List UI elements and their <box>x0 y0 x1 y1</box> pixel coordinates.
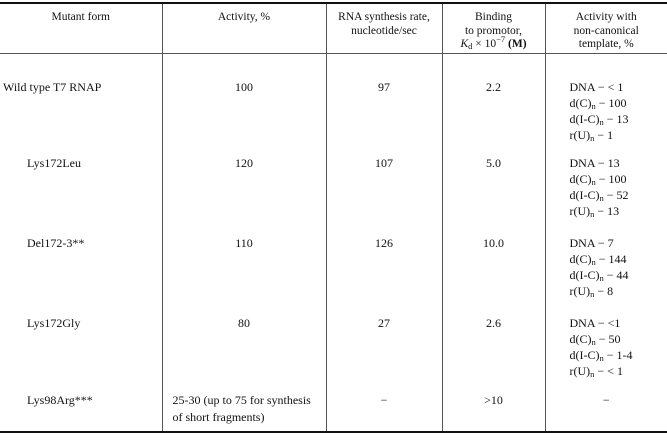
noncanonical-line: d(C)n − 50 <box>569 332 621 347</box>
table-row-lys98arg: Lys98Arg*** 25-30 (up to 75 for synthesi… <box>0 381 667 432</box>
column-header-mutant-form: Mutant form <box>0 3 163 54</box>
mutant-name: Lys98Arg*** <box>0 381 163 432</box>
table-header: Mutant form Activity, % RNA synthesis ra… <box>0 3 667 54</box>
header-line: Binding <box>474 11 513 23</box>
binding-value: 2.2 <box>442 53 546 146</box>
column-header-noncanonical: Activity with non-canonical template, % <box>545 3 667 54</box>
table-body: Wild type T7 RNAP 100 97 2.2 DNA − < 1 d… <box>0 53 667 432</box>
noncanonical-line: d(C)n − 144 <box>569 252 627 267</box>
mutants-table: Mutant form Activity, % RNA synthesis ra… <box>0 2 667 433</box>
kd-times-ten: × 10 <box>472 38 497 50</box>
mutant-name: Wild type T7 RNAP <box>0 53 163 146</box>
kd-symbol: K <box>460 38 469 50</box>
noncanonical-line: DNA − 13 <box>569 156 620 170</box>
noncanonical-line: DNA − <1 <box>569 316 621 330</box>
noncanonical-activity-cell: − <box>545 381 667 432</box>
noncanonical-line: DNA − 7 <box>569 236 614 250</box>
header-line: non-canonical <box>573 24 639 37</box>
noncanonical-line: r(U)n − < 1 <box>569 364 623 379</box>
column-header-rna-rate: RNA synthesis rate, nucleotide/sec <box>326 3 443 54</box>
rna-rate-value: 107 <box>326 146 443 226</box>
noncanonical-line: r(U)n − 1 <box>569 127 614 143</box>
noncanonical-line: d(I-C)n − 44 <box>569 268 629 283</box>
noncanonical-line: d(I-C)n − 52 <box>569 188 629 203</box>
kd-unit: (M) <box>505 38 527 50</box>
column-header-activity: Activity, % <box>162 3 327 54</box>
activity-value: 100 <box>162 53 327 146</box>
column-header-binding: Binding to promotor, Kd × 10−7 (M) <box>442 3 546 54</box>
noncanonical-activity-cell: DNA − < 1 d(C)n − 100 d(I-C)n − 13 r(U)n… <box>545 53 667 146</box>
header-line: Activity with <box>575 11 637 23</box>
binding-value: 10.0 <box>442 226 546 306</box>
rna-rate-value: − <box>326 381 443 432</box>
binding-value: 2.6 <box>442 306 546 381</box>
rna-rate-value: 97 <box>326 53 443 146</box>
table-row-wild-type: Wild type T7 RNAP 100 97 2.2 DNA − < 1 d… <box>0 53 667 146</box>
kd-exponent: −7 <box>496 34 506 44</box>
table-row-del172-3: Del172-3** 110 126 10.0 DNA − 7 d(C)n − … <box>0 226 667 306</box>
noncanonical-line: d(C)n − 100 <box>569 95 627 111</box>
header-line-kd-formula: Kd × 10−7 (M) <box>445 35 543 52</box>
header-line: to promotor, <box>464 24 523 37</box>
binding-value: >10 <box>442 381 546 432</box>
header-line: nucleotide/sec <box>351 24 417 37</box>
noncanonical-line: DNA − < 1 <box>569 79 624 94</box>
noncanonical-activity-cell: DNA − 7 d(C)n − 144 d(I-C)n − 44 r(U)n −… <box>545 226 667 306</box>
rna-rate-value: 126 <box>326 226 443 306</box>
kd-subscript: d <box>468 41 473 51</box>
noncanonical-line: d(I-C)n − 13 <box>569 111 629 127</box>
header-line: RNA synthesis rate, <box>338 11 430 23</box>
activity-value: 110 <box>162 226 327 306</box>
table-row-lys172gly: Lys172Gly 80 27 2.6 DNA − <1 d(C)n − 50 … <box>0 306 667 381</box>
noncanonical-activity-cell: DNA − 13 d(C)n − 100 d(I-C)n − 52 r(U)n … <box>545 146 667 226</box>
noncanonical-activity-cell: DNA − <1 d(C)n − 50 d(I-C)n − 1-4 r(U)n … <box>545 306 667 381</box>
activity-value: 80 <box>162 306 327 381</box>
mutant-name: Del172-3** <box>0 226 163 306</box>
header-line: template, % <box>578 38 634 50</box>
table-row-lys172leu: Lys172Leu 120 107 5.0 DNA − 13 d(C)n − 1… <box>0 146 667 226</box>
activity-value: 120 <box>162 146 327 226</box>
noncanonical-line: d(I-C)n − 1-4 <box>569 348 633 363</box>
header-row: Mutant form Activity, % RNA synthesis ra… <box>0 3 667 54</box>
binding-value: 5.0 <box>442 146 546 226</box>
mutant-name: Lys172Leu <box>0 146 163 226</box>
noncanonical-line: r(U)n − 8 <box>569 284 614 299</box>
noncanonical-line: r(U)n − 13 <box>569 204 620 219</box>
noncanonical-line: d(C)n − 100 <box>569 172 627 187</box>
activity-value: 25-30 (up to 75 for synthesis of short f… <box>162 381 327 432</box>
noncanonical-line: − <box>602 393 610 407</box>
mutant-name: Lys172Gly <box>0 306 163 381</box>
rna-rate-value: 27 <box>326 306 443 381</box>
